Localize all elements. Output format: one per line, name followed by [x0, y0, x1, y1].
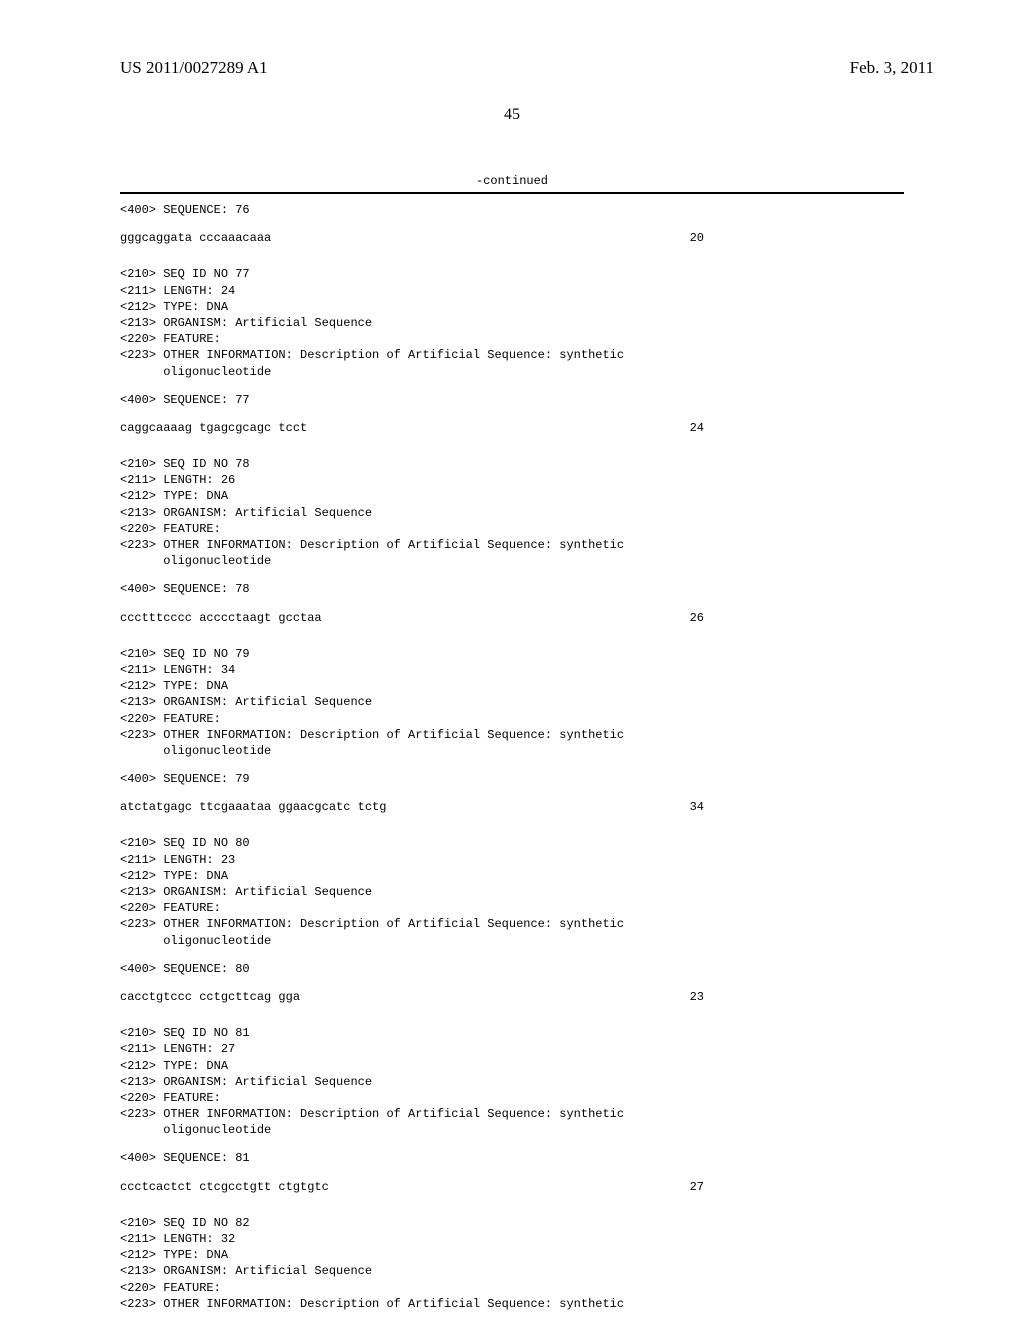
seq-400-line: <400> SEQUENCE: 78 — [120, 581, 904, 597]
continued-label: -continued — [120, 174, 904, 188]
seq-length: 34 — [690, 799, 704, 815]
seq-bases: ccctcactct ctcgcctgtt ctgtgtc — [120, 1179, 329, 1195]
seq-length: 23 — [690, 989, 704, 1005]
seq-length: 26 — [690, 610, 704, 626]
page-header: US 2011/0027289 A1 Feb. 3, 2011 — [0, 0, 1024, 78]
seq-header-block: <210> SEQ ID NO 82 <211> LENGTH: 32 <212… — [120, 1215, 904, 1312]
seq-header-block: <210> SEQ ID NO 77 <211> LENGTH: 24 <212… — [120, 266, 904, 379]
content-area: -continued <400> SEQUENCE: 76 gggcaggata … — [0, 124, 1024, 1312]
seq-header-block: <210> SEQ ID NO 79 <211> LENGTH: 34 <212… — [120, 646, 904, 759]
publication-date: Feb. 3, 2011 — [850, 58, 934, 78]
seq-header-block: <210> SEQ ID NO 80 <211> LENGTH: 23 <212… — [120, 835, 904, 948]
seq-data-line: gggcaggata cccaaacaaa 20 — [120, 230, 904, 246]
seq-400-line: <400> SEQUENCE: 77 — [120, 392, 904, 408]
seq-400-line: <400> SEQUENCE: 76 — [120, 202, 904, 218]
seq-data-line: ccctcactct ctcgcctgtt ctgtgtc 27 — [120, 1179, 904, 1195]
horizontal-rule — [120, 192, 904, 194]
seq-data-line: cacctgtccc cctgcttcag gga 23 — [120, 989, 904, 1005]
seq-bases: cacctgtccc cctgcttcag gga — [120, 989, 300, 1005]
seq-400-line: <400> SEQUENCE: 79 — [120, 771, 904, 787]
seq-bases: caggcaaaag tgagcgcagc tcct — [120, 420, 307, 436]
seq-bases: ccctttcccc acccctaagt gcctaa — [120, 610, 322, 626]
seq-length: 27 — [690, 1179, 704, 1195]
page-number: 45 — [0, 106, 1024, 124]
seq-bases: atctatgagc ttcgaaataa ggaacgcatc tctg — [120, 799, 386, 815]
seq-400-line: <400> SEQUENCE: 80 — [120, 961, 904, 977]
seq-data-line: atctatgagc ttcgaaataa ggaacgcatc tctg 34 — [120, 799, 904, 815]
seq-data-line: caggcaaaag tgagcgcagc tcct 24 — [120, 420, 904, 436]
seq-bases: gggcaggata cccaaacaaa — [120, 230, 271, 246]
seq-header-block: <210> SEQ ID NO 81 <211> LENGTH: 27 <212… — [120, 1025, 904, 1138]
seq-data-line: ccctttcccc acccctaagt gcctaa 26 — [120, 610, 904, 626]
publication-number: US 2011/0027289 A1 — [120, 58, 268, 78]
seq-400-line: <400> SEQUENCE: 81 — [120, 1150, 904, 1166]
seq-header-block: <210> SEQ ID NO 78 <211> LENGTH: 26 <212… — [120, 456, 904, 569]
seq-length: 20 — [690, 230, 704, 246]
sequence-listing: <400> SEQUENCE: 76 gggcaggata cccaaacaaa 2… — [120, 202, 904, 1312]
seq-length: 24 — [690, 420, 704, 436]
